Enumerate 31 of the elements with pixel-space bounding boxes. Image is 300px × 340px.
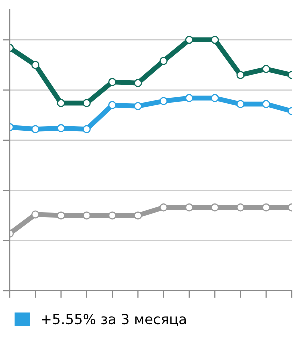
point xyxy=(134,79,142,88)
point xyxy=(108,78,117,86)
legend-label: +5.55% за 3 месяца xyxy=(42,314,186,326)
point xyxy=(262,65,270,74)
point xyxy=(32,61,40,70)
point xyxy=(185,36,194,44)
point xyxy=(211,94,220,102)
point xyxy=(134,212,142,220)
point xyxy=(262,204,270,212)
point xyxy=(82,212,91,220)
point xyxy=(236,71,245,80)
point xyxy=(160,57,168,66)
point xyxy=(82,125,91,134)
point xyxy=(262,100,270,108)
point xyxy=(160,97,168,106)
point xyxy=(185,94,194,102)
point xyxy=(32,125,40,134)
point xyxy=(185,204,194,212)
point xyxy=(32,210,40,219)
point xyxy=(108,101,117,110)
point xyxy=(57,124,66,132)
point xyxy=(134,102,142,110)
point xyxy=(160,204,168,212)
point xyxy=(211,36,220,44)
point xyxy=(211,204,220,212)
point xyxy=(236,100,245,108)
point xyxy=(108,212,117,220)
point xyxy=(57,99,66,108)
point xyxy=(57,212,66,220)
point xyxy=(82,99,91,108)
point xyxy=(236,204,245,212)
